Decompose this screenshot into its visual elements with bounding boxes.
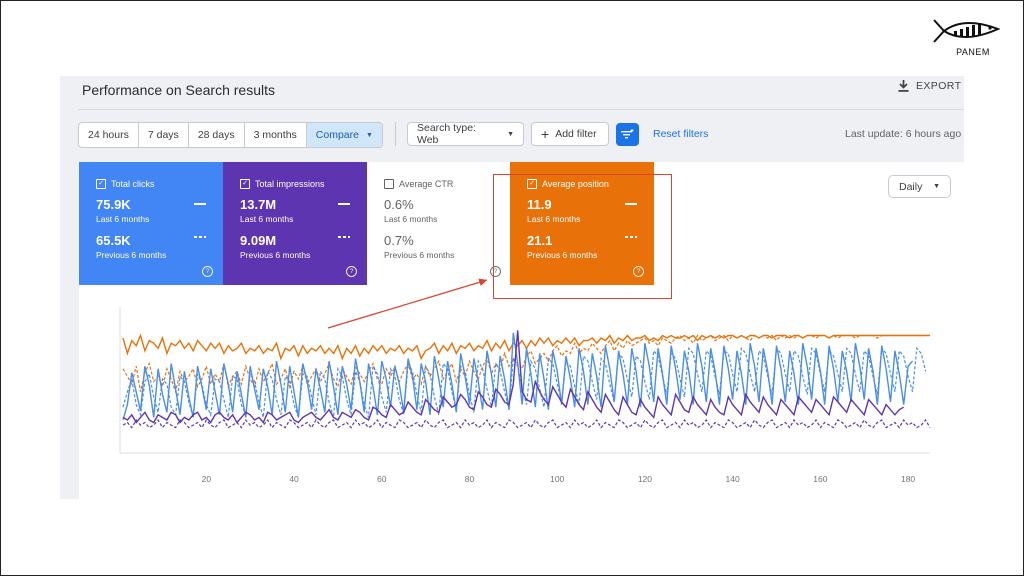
add-filter-label: Add filter: [555, 128, 597, 140]
x-tick-label: 160: [813, 474, 828, 484]
date-range-selector: 24 hours 7 days 28 days 3 months Compare…: [78, 122, 383, 148]
series-line-2: [122, 332, 914, 421]
x-tick-label: 120: [637, 474, 652, 484]
plus-icon: +: [541, 126, 550, 142]
last-update-text: Last update: 6 hours ago: [845, 128, 962, 140]
range-24-hours[interactable]: 24 hours: [79, 123, 139, 147]
export-button[interactable]: EXPORT: [898, 80, 961, 92]
series-line-4: [122, 330, 905, 424]
checkbox-unchecked-icon[interactable]: [384, 179, 394, 189]
metric-current-period: Last 6 months: [96, 214, 150, 224]
x-tick-label: 40: [289, 474, 299, 484]
toolbar-divider: [395, 122, 396, 146]
range-3-months[interactable]: 3 months: [245, 123, 307, 147]
metric-current-value: 75.9K: [96, 197, 131, 212]
solid-line-legend-icon: [625, 203, 637, 205]
metric-card-total-clicks[interactable]: ✓ Total clicks 75.9K Last 6 months 65.5K …: [79, 162, 223, 285]
x-tick-label: 100: [550, 474, 565, 484]
metric-previous-value: 9.09M: [240, 233, 277, 248]
help-icon[interactable]: ?: [490, 266, 501, 277]
metric-current-period: Last 6 months: [527, 214, 581, 224]
performance-chart: [119, 307, 931, 454]
header-divider: [78, 109, 964, 110]
metric-label: Average CTR: [399, 179, 454, 189]
add-filter-button[interactable]: + Add filter: [531, 122, 609, 146]
chevron-down-icon: ▼: [933, 183, 940, 190]
search-type-label: Search type: Web: [417, 122, 476, 146]
metric-current-period: Last 6 months: [240, 214, 294, 224]
annotation-highlight-box: [493, 174, 672, 299]
solid-line-legend-icon: [194, 203, 206, 205]
range-28-days[interactable]: 28 days: [189, 123, 245, 147]
filter-settings-button[interactable]: [616, 123, 639, 146]
checkbox-checked-icon[interactable]: ✓: [96, 179, 106, 189]
x-tick-label: 20: [201, 474, 212, 484]
metric-label: Total impressions: [255, 179, 325, 189]
chevron-down-icon: ▼: [365, 131, 373, 139]
metric-previous-period: Previous 6 months: [384, 250, 455, 260]
compare-label: Compare: [315, 129, 359, 141]
granularity-dropdown[interactable]: Daily ▼: [888, 175, 951, 198]
metric-previous-period: Previous 6 months: [527, 250, 598, 260]
compare-dropdown[interactable]: Compare ▼: [306, 123, 382, 147]
dashed-line-legend-icon: [625, 236, 637, 238]
metric-current-value: 11.9: [527, 197, 552, 212]
series-line-5: [122, 418, 931, 429]
metric-previous-value: 21.1: [527, 233, 553, 248]
help-icon[interactable]: ?: [633, 266, 644, 277]
checkbox-checked-icon[interactable]: ✓: [527, 179, 537, 189]
performance-panel: ✓ Total clicks 75.9K Last 6 months 65.5K …: [79, 162, 964, 499]
checkbox-checked-icon[interactable]: ✓: [240, 179, 250, 189]
arrow-line: [327, 278, 488, 329]
chevron-down-icon: ▼: [507, 130, 514, 138]
help-icon[interactable]: ?: [202, 266, 213, 277]
metric-label: Average position: [542, 179, 609, 189]
metric-previous-value: 65.5K: [96, 233, 131, 248]
search-console-screenshot: Performance on Search results EXPORT 24 …: [60, 76, 964, 499]
download-icon: [898, 80, 909, 92]
metric-current-value: 0.6%: [384, 197, 414, 212]
x-tick-label: 140: [725, 474, 740, 484]
metric-previous-period: Previous 6 months: [240, 250, 311, 260]
dashed-line-legend-icon: [194, 236, 206, 238]
metric-current-period: Last 6 months: [384, 214, 438, 224]
panem-logo: PANEM: [930, 18, 1000, 62]
granularity-label: Daily: [899, 180, 923, 193]
metric-card-total-impressions[interactable]: ✓ Total impressions 13.7M Last 6 months 9…: [223, 162, 367, 285]
solid-line-legend-icon: [338, 203, 350, 205]
metric-current-value: 13.7M: [240, 197, 277, 212]
search-type-dropdown[interactable]: Search type: Web ▼: [407, 122, 524, 146]
dashed-line-legend-icon: [338, 236, 350, 238]
x-tick-label: 80: [464, 474, 475, 484]
reset-filters-link[interactable]: Reset filters: [653, 128, 709, 140]
help-icon[interactable]: ?: [346, 266, 357, 277]
metric-card-average-position[interactable]: ✓ Average position 11.9 Last 6 months 21.…: [510, 162, 654, 285]
export-label: EXPORT: [916, 80, 962, 92]
brand-name: PANEM: [956, 47, 990, 57]
x-tick-label: 60: [377, 474, 387, 484]
metric-previous-period: Previous 6 months: [96, 250, 167, 260]
x-tick-label: 180: [900, 474, 916, 484]
metric-label: Total clicks: [111, 179, 155, 189]
page-title: Performance on Search results: [82, 82, 275, 98]
filter-icon: [621, 129, 634, 139]
metric-previous-value: 0.7%: [384, 233, 414, 248]
range-7-days[interactable]: 7 days: [139, 123, 189, 147]
fish-logo-icon: [933, 19, 1000, 43]
metric-card-average-ctr[interactable]: Average CTR 0.6% Last 6 months 0.7% Prev…: [367, 162, 511, 285]
